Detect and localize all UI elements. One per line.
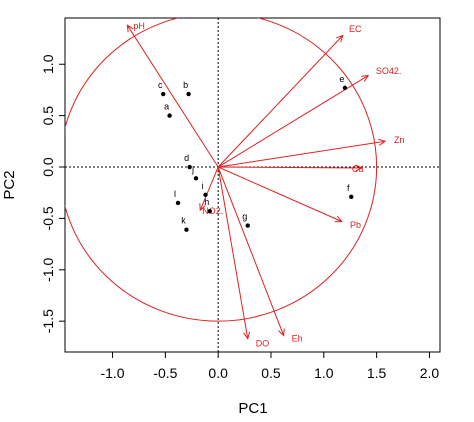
point-e: e: [339, 74, 348, 91]
vector-line: [199, 166, 219, 211]
vector-ph: pH: [126, 21, 219, 168]
plot-box: [64, 17, 441, 353]
point-label: g: [242, 212, 247, 222]
point-f: f: [347, 183, 354, 200]
y-tick-label: 0.5: [40, 106, 56, 126]
point-label: b: [183, 80, 188, 90]
point-marker: [207, 209, 212, 214]
y-tick-label: -0.5: [40, 206, 56, 230]
vector-line: [217, 75, 369, 168]
vector-label: pH: [133, 21, 145, 31]
x-tick-label: 1.0: [314, 365, 334, 381]
vector-label: Eh: [292, 334, 303, 344]
vector-line: [218, 166, 362, 169]
vector-line: [217, 166, 285, 336]
vector-arrowhead: [336, 34, 344, 43]
vector-arrowhead: [334, 215, 343, 223]
point-marker: [187, 164, 192, 170]
vector-line: [217, 35, 344, 168]
point-label: f: [347, 183, 350, 193]
point-label: a: [164, 102, 169, 112]
point-label: e: [339, 74, 344, 84]
point-marker: [161, 91, 166, 97]
vector-label: Zn: [394, 135, 405, 145]
vector-pb: Pb: [217, 166, 361, 230]
point-marker: [167, 113, 172, 118]
x-tick-label: 1.5: [367, 365, 387, 381]
vector-arrowhead: [243, 331, 251, 340]
vector-arrowhead: [378, 138, 387, 146]
vector-label: NO2.: [202, 206, 223, 216]
point-h: h: [204, 197, 212, 214]
vector-ec: EC: [217, 24, 362, 168]
vector-zn: Zn: [218, 135, 405, 168]
point-label: l: [174, 189, 176, 199]
vector-cd: Cd: [218, 164, 363, 174]
point-k: k: [181, 216, 189, 232]
vector-no2: NO2.: [199, 166, 223, 216]
vector-line: [217, 166, 342, 222]
point-b: b: [183, 80, 191, 97]
y-tick-label: -1.0: [40, 258, 56, 282]
vector-arrowhead: [361, 74, 370, 82]
point-g: g: [242, 212, 250, 228]
point-d: d: [184, 153, 192, 170]
vector-eh: Eh: [217, 166, 303, 344]
vector-line: [218, 140, 386, 168]
point-j: j: [191, 164, 199, 181]
point-marker: [175, 200, 181, 206]
x-tick-label: -1.0: [100, 365, 124, 381]
point-marker: [245, 223, 250, 228]
point-marker: [186, 91, 191, 97]
vector-arrowhead: [126, 24, 134, 33]
vector-label: Cd: [352, 164, 364, 174]
vector-label: DO: [256, 339, 269, 349]
point-marker: [193, 176, 199, 181]
x-tick-label: -0.5: [153, 365, 177, 381]
point-i: i: [201, 181, 208, 197]
vector-so42: SO42.: [217, 66, 402, 168]
point-marker: [349, 194, 354, 200]
x-tick-label: 0.5: [261, 365, 281, 381]
y-tick-label: 1.0: [40, 54, 56, 74]
point-a: a: [164, 102, 172, 118]
vector-arrowhead: [278, 328, 285, 337]
y-tick-label: -1.5: [40, 309, 56, 333]
point-label: d: [184, 153, 189, 163]
point-label: h: [204, 197, 209, 207]
x-axis-title: PC1: [238, 400, 267, 417]
x-tick-label: 2.0: [420, 365, 440, 381]
point-c: c: [158, 80, 166, 97]
vector-do: DO: [217, 166, 269, 349]
point-l: l: [174, 189, 181, 206]
point-marker: [342, 85, 348, 91]
vector-label: SO42.: [376, 66, 402, 76]
point-label: k: [181, 216, 186, 226]
vector-label: EC: [349, 24, 362, 34]
point-label: i: [201, 181, 203, 191]
vector-line: [217, 166, 249, 339]
point-marker: [203, 192, 208, 197]
point-label: j: [191, 164, 194, 174]
x-tick-label: 0.0: [208, 365, 228, 381]
y-axis-title: PC2: [1, 170, 18, 199]
correlation-circle: [65, 18, 378, 322]
point-marker: [184, 227, 189, 232]
vector-label: Pb: [350, 220, 361, 230]
y-tick-label: 0.0: [40, 157, 56, 177]
vector-line: [126, 24, 219, 168]
point-label: c: [158, 80, 163, 90]
vector-arrowhead: [199, 203, 206, 212]
vector-arrowhead: [355, 164, 363, 172]
